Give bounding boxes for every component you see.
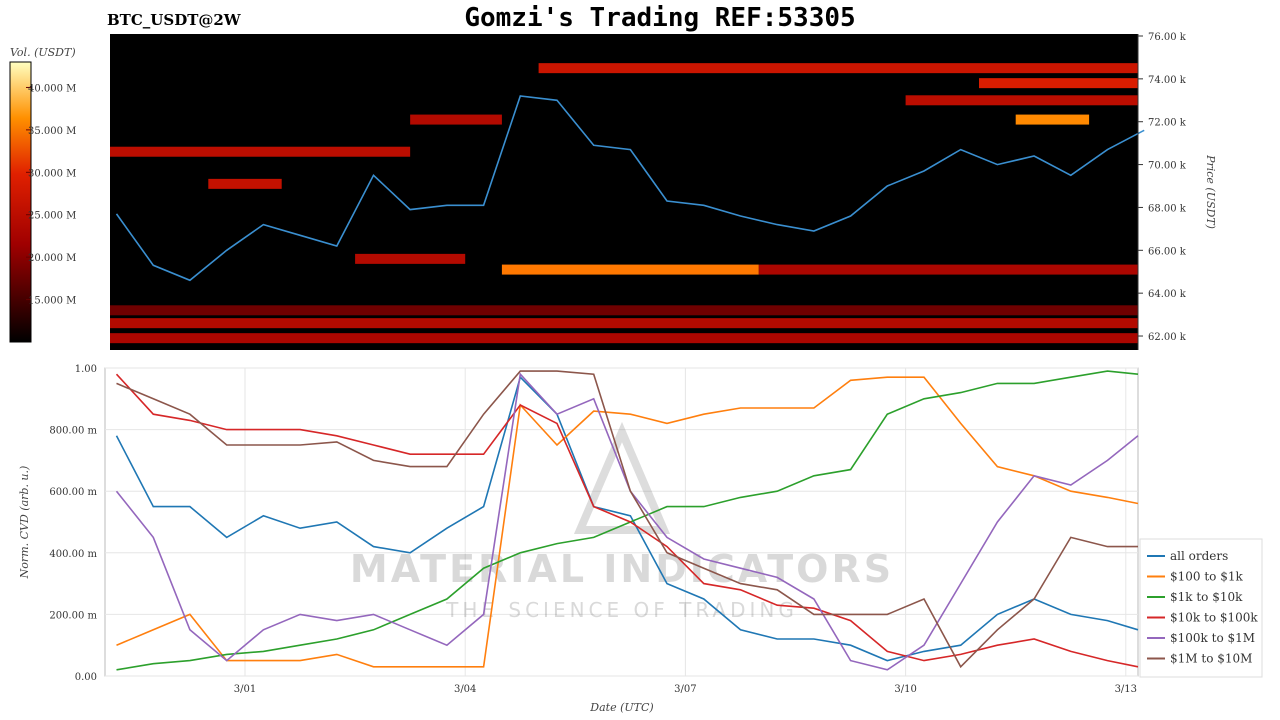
y-tick-label: 200.00 m	[49, 610, 97, 621]
y-tick-label: 0.00	[75, 672, 97, 683]
liquidity-band	[110, 146, 411, 157]
liquidity-band	[979, 78, 1138, 89]
liquidity-band	[355, 253, 466, 264]
liquidity-band	[758, 264, 1138, 275]
legend-entry: $100 to $1k	[1170, 570, 1243, 584]
y-tick-label: 1.00	[75, 364, 97, 375]
chart-title: Gomzi's Trading REF:53305	[464, 3, 855, 33]
legend-entry: $1M to $10M	[1170, 652, 1252, 666]
legend-entry: $10k to $100k	[1170, 611, 1258, 625]
price-tick-label: 70.00 k	[1148, 161, 1187, 172]
colorbar-label: Vol. (USDT)	[10, 46, 76, 59]
svg-text:THE SCIENCE OF TRADING: THE SCIENCE OF TRADING	[445, 598, 798, 622]
liquidity-band	[538, 63, 1138, 74]
liquidity-band	[410, 114, 502, 125]
price-tick-label: 64.00 k	[1148, 289, 1187, 300]
legend-entry: $1k to $10k	[1170, 590, 1243, 604]
liquidity-band	[110, 318, 1138, 329]
colorbar-tick-label: 15.000 M	[28, 296, 76, 307]
price-tick-label: 74.00 k	[1148, 75, 1187, 86]
y-tick-label: 800.00 m	[49, 426, 97, 437]
x-axis-label: Date (UTC)	[589, 701, 653, 714]
x-tick-label: 3/07	[674, 684, 696, 695]
price-tick-label: 68.00 k	[1148, 203, 1187, 214]
price-line	[115, 95, 1145, 282]
series-line-5	[116, 370, 1138, 669]
legend-entry: $100k to $1M	[1170, 631, 1255, 645]
colorbar-tick-label: 30.000 M	[28, 168, 76, 179]
x-tick-label: 3/04	[454, 684, 476, 695]
legend-entry: all orders	[1170, 549, 1228, 563]
series-line-0	[115, 375, 1139, 662]
watermark-logo: MATERIAL INDICATORS THE SCIENCE OF TRADI…	[350, 421, 894, 622]
price-tick-label: 72.00 k	[1148, 118, 1187, 129]
colorbar-tick-label: 20.000 M	[28, 253, 76, 264]
liquidity-band	[110, 305, 1138, 316]
x-tick-label: 3/01	[234, 684, 256, 695]
series-line-3	[115, 373, 1139, 668]
liquidity-band	[501, 264, 759, 275]
x-tick-label: 3/13	[1115, 684, 1137, 695]
series-line-1	[116, 376, 1139, 668]
price-axis-label: Price (USDT)	[1204, 154, 1217, 229]
price-tick-label: 76.00 k	[1148, 32, 1187, 43]
y-axis-label: Norm. CVD (arb. u.)	[18, 466, 31, 580]
y-tick-label: 600.00 m	[49, 487, 97, 498]
heatmap-panel	[110, 34, 1138, 350]
price-tick-label: 66.00 k	[1148, 246, 1187, 257]
legend: all orders $100 to $1k $1k to $10k $10k to …	[1139, 538, 1263, 678]
liquidity-band	[110, 333, 1138, 344]
y-tick-label: 400.00 m	[49, 549, 97, 560]
colorbar-tick-label: 35.000 M	[28, 126, 76, 137]
colorbar-tick-label: 40.000 M	[28, 83, 76, 94]
liquidity-band	[905, 95, 1138, 106]
liquidity-band	[208, 178, 282, 189]
colorbar	[9, 61, 32, 343]
price-tick-label: 62.00 k	[1148, 332, 1187, 343]
x-tick-label: 3/10	[894, 684, 916, 695]
svg-text:MATERIAL INDICATORS: MATERIAL INDICATORS	[350, 547, 894, 591]
colorbar-tick-label: 25.000 M	[28, 211, 76, 222]
liquidity-band	[1015, 114, 1090, 125]
symbol-label: BTC_USDT@2W	[107, 11, 242, 29]
